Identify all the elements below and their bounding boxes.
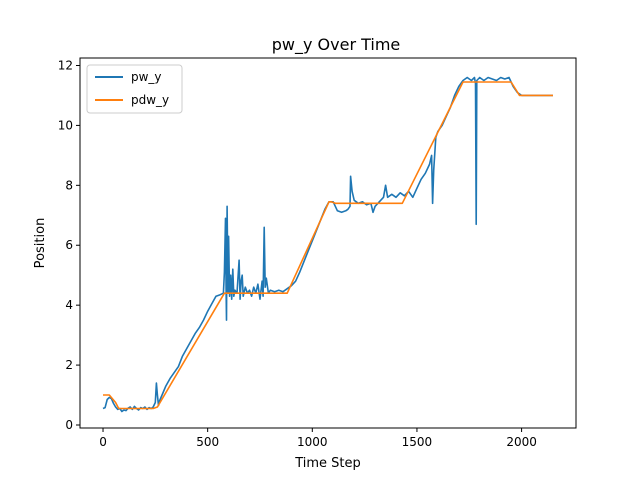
y-tick-label: 2 [65, 358, 73, 372]
legend-label: pdw_y [131, 93, 169, 107]
x-tick-label: 1000 [297, 435, 328, 449]
y-axis-label: Position [33, 218, 48, 269]
y-tick-label: 6 [65, 238, 73, 252]
y-tick-label: 0 [65, 418, 73, 432]
y-tick-label: 12 [58, 58, 73, 72]
series-line-pdw-y [103, 81, 553, 410]
legend: pw_y pdw_y [86, 64, 183, 114]
ticks-layer: 0 500 1000 1500 2000 0 2 4 6 8 10 12 [58, 58, 537, 449]
x-tick-label: 2000 [506, 435, 537, 449]
x-axis-label: Time Step [294, 456, 361, 471]
x-tick-label: 500 [196, 435, 219, 449]
series-layer [102, 76, 553, 413]
chart-title: pw_y Over Time [272, 35, 401, 55]
x-tick-label: 0 [99, 435, 107, 449]
legend-label: pw_y [131, 70, 162, 84]
x-tick-label: 1500 [402, 435, 433, 449]
y-tick-label: 4 [65, 298, 73, 312]
y-tick-label: 10 [58, 118, 73, 132]
axes-frame [79, 57, 577, 429]
y-tick-label: 8 [65, 178, 73, 192]
